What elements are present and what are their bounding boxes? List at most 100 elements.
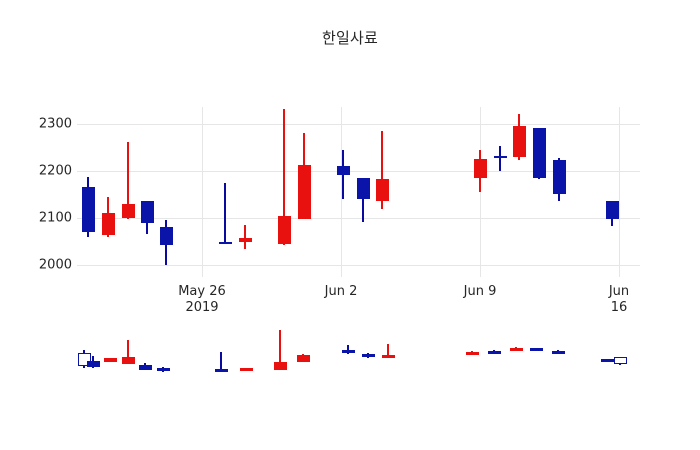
candlestick-body: [159, 227, 173, 246]
gridline-vertical: [619, 107, 620, 277]
candlestick-body: [238, 237, 252, 242]
candlestick: [140, 107, 154, 277]
mini-candlestick: [465, 330, 479, 372]
mini-candlestick-body: [361, 353, 375, 357]
mini-candlestick-body: [86, 360, 100, 368]
mini-candlestick: [487, 330, 501, 372]
x-axis-tick-label: Jun 9: [463, 284, 497, 299]
mini-candlestick-body: [121, 357, 135, 364]
candlestick: [297, 107, 311, 277]
chart-title: 한일사료: [321, 29, 378, 47]
mini-candlestick-wick: [387, 344, 389, 357]
mini-candlestick: [509, 330, 523, 372]
candlestick: [238, 107, 252, 277]
candlestick-body: [356, 177, 370, 200]
gridline-horizontal: [77, 217, 640, 219]
gridline-vertical: [202, 107, 203, 277]
mini-overview-strip: [77, 330, 640, 373]
candlestick: [277, 107, 291, 277]
mini-candlestick-body: [103, 358, 117, 363]
mini-candlestick-body: [509, 347, 523, 351]
candlestick-body: [121, 203, 135, 218]
mini-candlestick-wick: [347, 344, 349, 354]
candlestick-body: [297, 165, 311, 219]
mini-candlestick-body: [600, 359, 614, 363]
mini-candlestick-body: [487, 351, 501, 354]
candlestick: [121, 107, 135, 277]
candlestick-body: [375, 179, 389, 202]
candlestick-body: [473, 158, 487, 178]
y-axis: 2000 2100 2200 2300: [0, 107, 72, 277]
candlestick-body: [101, 213, 115, 236]
mini-candlestick: [86, 330, 100, 372]
candlestick-wick: [381, 130, 383, 209]
mini-candlestick: [121, 330, 135, 372]
mini-candlestick: [156, 330, 170, 372]
mini-candlestick-body: [239, 368, 253, 372]
candlestick-wick: [362, 177, 364, 222]
mini-candlestick-wick: [279, 330, 281, 371]
candlestick-wick: [127, 142, 129, 219]
mini-candlestick-body: [156, 367, 170, 371]
candlestick-wick: [244, 225, 246, 249]
mini-candlestick: [273, 330, 287, 372]
gridline-horizontal: [77, 123, 640, 125]
y-axis-tick-label: 2300: [38, 116, 72, 132]
mini-candlestick: [361, 330, 375, 372]
mini-candlestick: [600, 330, 614, 372]
candlestick: [218, 107, 232, 277]
mini-candlestick-body: [296, 355, 310, 363]
mini-candlestick: [613, 330, 627, 372]
mini-candlestick-body: [381, 355, 395, 359]
mini-candlestick-body: [138, 365, 152, 371]
candlestick: [336, 107, 350, 277]
mini-candlestick: [551, 330, 565, 372]
mini-candlestick-body: [465, 351, 479, 355]
candlestick-body: [493, 155, 507, 158]
candlestick-body: [552, 160, 566, 195]
mini-candlestick-body: [529, 348, 543, 352]
candlestick: [552, 107, 566, 277]
candlestick-body: [218, 241, 232, 244]
candlestick-plot: [77, 107, 640, 277]
mini-candlestick: [239, 330, 253, 372]
mini-candlestick-body: [273, 361, 287, 370]
candlestick-body: [532, 128, 546, 178]
candlestick: [532, 107, 546, 277]
candlestick-body: [336, 166, 350, 176]
candlestick-wick: [283, 109, 285, 245]
mini-candlestick-body: [341, 349, 355, 353]
y-axis-tick-label: 2100: [38, 210, 72, 226]
candlestick: [605, 107, 619, 277]
mini-candlestick: [296, 330, 310, 372]
x-axis: May 26 2019 Jun 2 Jun 9 Jun 16: [78, 280, 640, 320]
candlestick-body: [605, 201, 619, 219]
candlestick: [81, 107, 95, 277]
y-axis-tick-label: 2000: [38, 257, 72, 273]
gridline-vertical: [480, 107, 481, 277]
candlestick-body: [140, 201, 154, 223]
mini-candlestick-body: [551, 351, 565, 354]
mini-candlestick: [103, 330, 117, 372]
gridline-horizontal: [77, 265, 640, 267]
candlestick-body: [512, 125, 526, 157]
mini-candlestick: [381, 330, 395, 372]
mini-candlestick: [341, 330, 355, 372]
mini-candlestick-wick: [127, 339, 129, 364]
candlestick-body: [81, 187, 95, 233]
candlestick: [375, 107, 389, 277]
candlestick: [473, 107, 487, 277]
mini-candlestick: [138, 330, 152, 372]
x-axis-tick-label: Jun 16: [608, 284, 630, 315]
candlestick-wick: [499, 146, 501, 171]
mini-candlestick-body: [214, 369, 228, 373]
x-axis-tick-label: May 26 2019: [178, 284, 226, 315]
gridline-horizontal: [77, 170, 640, 172]
candlestick: [512, 107, 526, 277]
gridline-vertical: [341, 107, 342, 277]
candlestick: [159, 107, 173, 277]
mini-candlestick: [214, 330, 228, 373]
x-axis-tick-label: Jun 2: [324, 284, 358, 299]
candlestick-body: [277, 215, 291, 244]
